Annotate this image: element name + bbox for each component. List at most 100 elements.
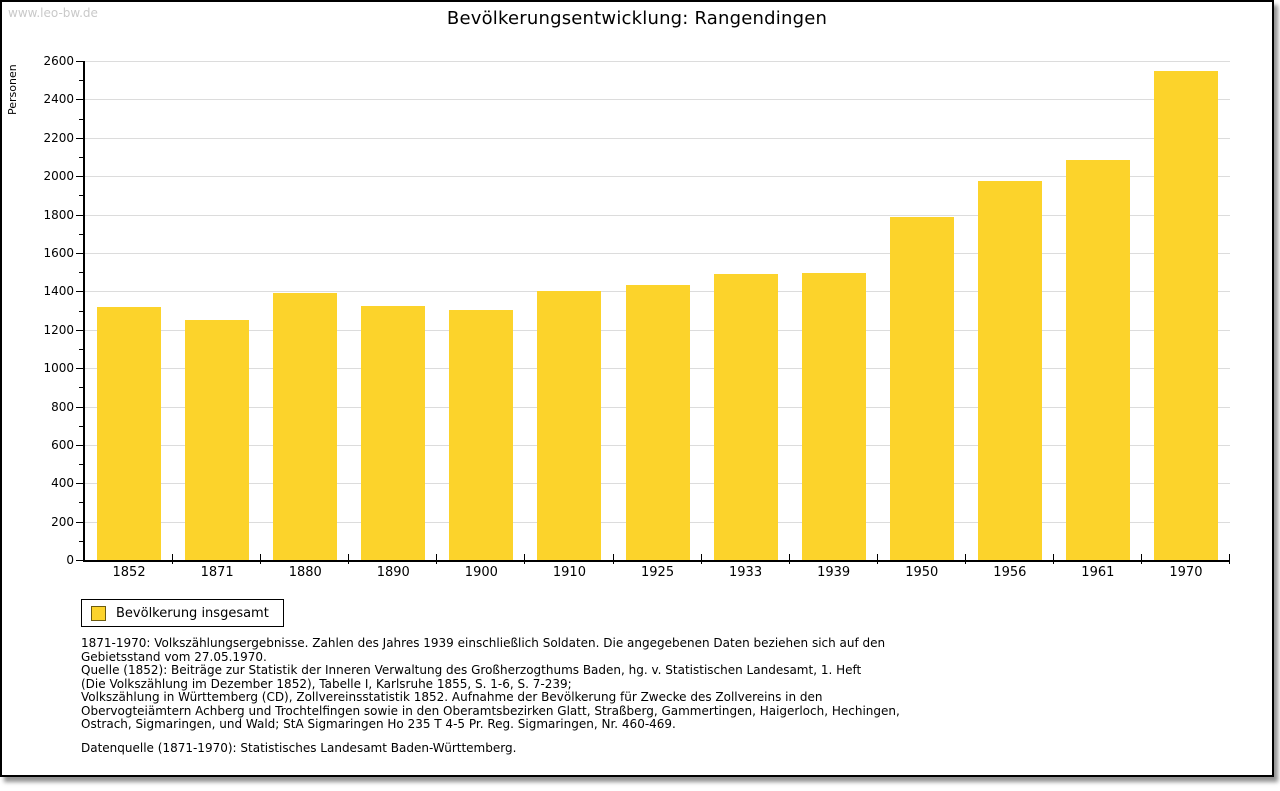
y-minor-tick <box>79 502 83 504</box>
x-boundary-tick <box>436 554 438 564</box>
x-tick-label: 1900 <box>464 565 498 580</box>
x-tick-label: 1910 <box>552 565 586 580</box>
y-tick-label: 2600 <box>43 54 74 68</box>
y-tick-label: 800 <box>51 399 74 414</box>
y-minor-tick <box>79 272 83 274</box>
x-tick-label: 1925 <box>641 565 675 580</box>
x-boundary-tick <box>524 554 526 564</box>
footnote-line: Obervogteiämtern Achberg und Trochtelfin… <box>81 703 900 718</box>
chart-title: Bevölkerungsentwicklung: Rangendingen <box>446 8 828 29</box>
x-boundary-tick <box>172 554 174 564</box>
x-boundary-tick <box>1140 554 1142 564</box>
bar-1852 <box>97 306 161 560</box>
y-minor-tick <box>79 310 83 312</box>
x-tick-label: 1970 <box>1169 565 1203 580</box>
y-major-tick <box>76 329 83 331</box>
bar-1970 <box>1154 70 1218 560</box>
y-major-tick <box>76 291 83 293</box>
y-minor-tick <box>79 425 83 427</box>
y-major-tick <box>76 483 83 485</box>
y-tick-label: 400 <box>51 476 74 491</box>
y-tick-label: 2200 <box>43 130 74 145</box>
gridline <box>85 214 1230 216</box>
x-boundary-tick <box>260 554 262 564</box>
y-axis-title: Personen <box>6 64 19 115</box>
x-boundary-tick <box>1229 554 1230 564</box>
gridline <box>85 61 1230 62</box>
footnote-line: Gebietsstand vom 27.05.1970. <box>81 649 267 664</box>
bar-1910 <box>537 291 602 560</box>
y-minor-tick <box>79 157 83 158</box>
y-axis-line <box>83 61 85 562</box>
bar-1880 <box>273 293 338 560</box>
y-minor-tick <box>79 387 83 389</box>
y-major-tick <box>76 137 83 139</box>
bar-1950 <box>889 217 954 560</box>
x-axis-line <box>85 560 1230 562</box>
x-boundary-tick <box>1052 554 1054 564</box>
y-minor-tick <box>79 195 83 197</box>
x-boundary-tick <box>612 554 614 564</box>
x-tick-label: 1880 <box>288 565 322 580</box>
footnote: 1871-1970: Volkszählungsergebnisse. Zahl… <box>81 636 900 732</box>
footnote-line: Volkszählung in Württemberg (CD), Zollve… <box>81 690 823 704</box>
x-boundary-tick <box>876 554 878 564</box>
x-boundary-tick <box>700 554 702 564</box>
x-tick-label: 1852 <box>112 565 146 580</box>
y-major-tick <box>76 406 83 408</box>
footnote-line: Quelle (1852): Beiträge zur Statistik de… <box>81 663 862 677</box>
y-tick-label: 1400 <box>43 284 74 299</box>
gridline <box>85 176 1230 178</box>
y-minor-tick <box>79 464 83 465</box>
y-tick-label: 1000 <box>43 361 74 376</box>
y-tick-label: 1200 <box>43 322 74 337</box>
y-minor-tick <box>79 348 83 350</box>
legend-swatch <box>91 605 106 621</box>
y-tick-label: 1800 <box>43 207 74 222</box>
bar-1961 <box>1065 159 1130 560</box>
watermark: www.leo-bw.de <box>8 6 98 20</box>
y-tick-label: 2400 <box>43 92 74 107</box>
gridline <box>85 137 1230 139</box>
x-tick-label: 1871 <box>200 565 234 580</box>
x-boundary-tick <box>348 554 350 564</box>
y-major-tick <box>76 521 83 523</box>
x-tick-label: 1939 <box>817 565 851 580</box>
y-tick-label: 600 <box>51 437 74 452</box>
footnote-line: Ostrach, Sigmaringen, und Wald; StA Sigm… <box>81 717 676 731</box>
y-major-tick <box>76 444 83 446</box>
x-tick-label: 1950 <box>905 565 939 580</box>
y-major-tick <box>76 214 83 216</box>
x-tick-label: 1890 <box>376 565 410 580</box>
y-minor-tick <box>79 540 83 542</box>
chart-frame: www.leo-bw.de Bevölkerungsentwicklung: R… <box>0 0 1274 777</box>
y-major-tick <box>76 560 83 561</box>
y-minor-tick <box>79 80 83 82</box>
gridline <box>85 252 1230 254</box>
y-major-tick <box>76 252 83 254</box>
data-source-line: Datenquelle (1871-1970): Statistisches L… <box>81 741 517 755</box>
x-tick-label: 1933 <box>729 565 763 580</box>
bar-1956 <box>977 181 1042 560</box>
x-boundary-tick <box>964 554 966 564</box>
y-major-tick <box>76 176 83 178</box>
x-tick-label: 1956 <box>993 565 1027 580</box>
x-boundary-tick <box>788 554 790 564</box>
y-major-tick <box>76 368 83 370</box>
x-tick-label: 1961 <box>1081 565 1115 580</box>
bar-1890 <box>361 305 426 560</box>
y-major-tick <box>76 99 83 101</box>
footnote-line: 1871-1970: Volkszählungsergebnisse. Zahl… <box>81 636 886 650</box>
y-minor-tick <box>79 118 83 120</box>
gridline <box>85 99 1230 101</box>
y-major-tick <box>76 61 83 62</box>
bar-1871 <box>185 320 250 560</box>
y-minor-tick <box>79 233 83 235</box>
bar-1900 <box>449 309 514 560</box>
legend-label: Bevölkerung insgesamt <box>116 605 269 621</box>
legend: Bevölkerung insgesamt <box>81 599 284 627</box>
y-tick-label: 0 <box>66 553 74 567</box>
plot-area: 0 200 400 600 800 1000 1200 1400 1600 1800 2000 220… <box>43 54 1230 580</box>
y-tick-label: 2000 <box>43 169 74 184</box>
y-tick-label: 1600 <box>43 245 74 260</box>
